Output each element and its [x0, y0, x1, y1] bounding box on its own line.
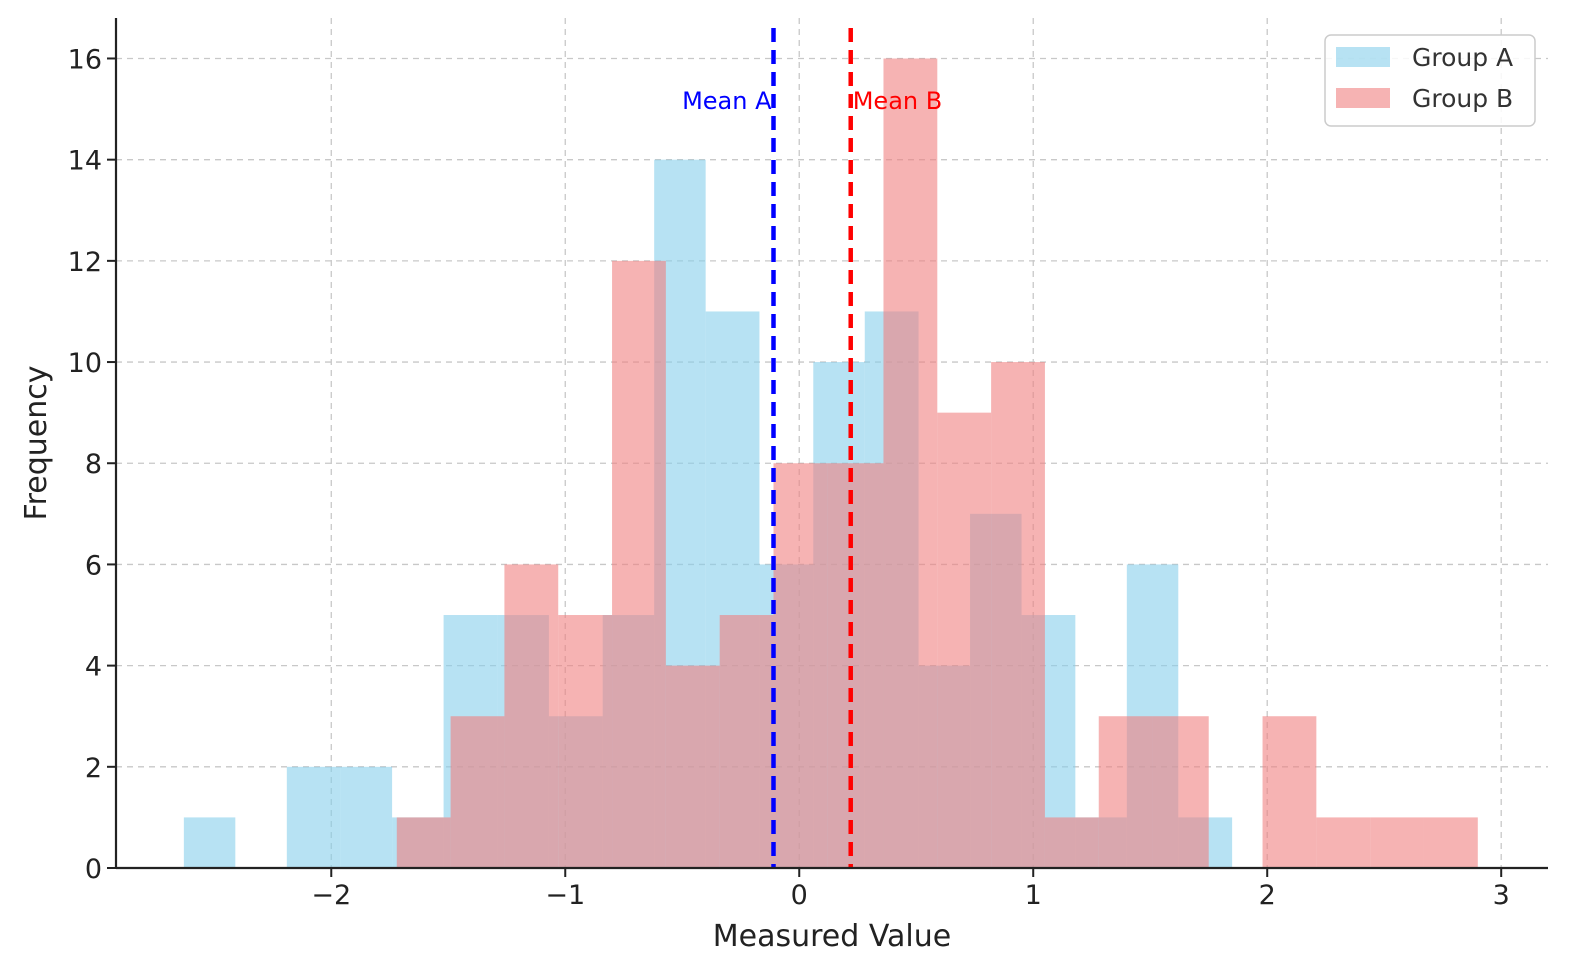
histogram-bar-group-b — [937, 412, 992, 868]
x-tick-label: 0 — [791, 880, 808, 911]
y-tick-label: 14 — [68, 146, 102, 177]
histogram-bars — [183, 58, 1478, 868]
histogram-bar-group-b — [1423, 817, 1478, 868]
y-tick-label: 16 — [68, 44, 102, 75]
histogram-bar-group-b — [396, 817, 451, 868]
y-tick-label: 0 — [85, 854, 102, 885]
mean-lines: Mean A Mean B — [682, 28, 942, 868]
histogram-bar-group-b — [1152, 716, 1209, 868]
histogram-bar-group-b — [1316, 817, 1371, 868]
y-tick-label: 8 — [85, 449, 102, 480]
mean-label-b: Mean B — [853, 87, 942, 115]
legend-swatch-group-b — [1336, 88, 1390, 108]
legend-swatch-group-a — [1336, 47, 1390, 67]
histogram-bar-group-b — [1370, 817, 1424, 868]
y-tick-label: 2 — [85, 753, 102, 784]
histogram-bar-group-a — [340, 766, 393, 868]
legend-label-group-b: Group B — [1412, 84, 1513, 113]
y-tick-label: 10 — [68, 348, 102, 379]
histogram-bar-group-a — [286, 766, 341, 868]
histogram-bar-group-b — [665, 665, 720, 868]
x-tick-label: −2 — [311, 880, 351, 911]
x-tick-label: 1 — [1025, 880, 1042, 911]
histogram-bar-group-b — [883, 58, 938, 868]
histogram-bar-group-b — [1262, 716, 1317, 868]
histogram-bar-group-b — [1098, 716, 1153, 868]
legend: Group A Group B — [1324, 34, 1536, 127]
x-tick-label: −1 — [545, 880, 585, 911]
histogram-bar-group-b — [504, 564, 559, 868]
x-tick-label: 3 — [1493, 880, 1510, 911]
histogram-bar-group-a — [183, 817, 236, 868]
y-tick-label: 6 — [85, 550, 102, 581]
mean-label-a: Mean A — [682, 87, 772, 115]
histogram-bar-group-b — [827, 463, 884, 868]
y-tick-label: 12 — [68, 247, 102, 278]
y-axis-title: Frequency — [19, 366, 54, 521]
histogram-bar-group-b — [991, 362, 1045, 868]
histogram-bar-group-b — [558, 615, 613, 868]
histogram-bar-group-b — [1044, 817, 1099, 868]
histogram-bar-group-b — [719, 615, 774, 868]
histogram-bar-group-b — [773, 463, 828, 868]
legend-label-group-a: Group A — [1412, 43, 1513, 72]
y-tick-label: 4 — [85, 652, 102, 683]
x-tick-label: 2 — [1259, 880, 1276, 911]
histogram-bar-group-b — [450, 716, 505, 868]
histogram-bar-group-b — [612, 260, 666, 868]
x-axis-title: Measured Value — [713, 919, 951, 954]
